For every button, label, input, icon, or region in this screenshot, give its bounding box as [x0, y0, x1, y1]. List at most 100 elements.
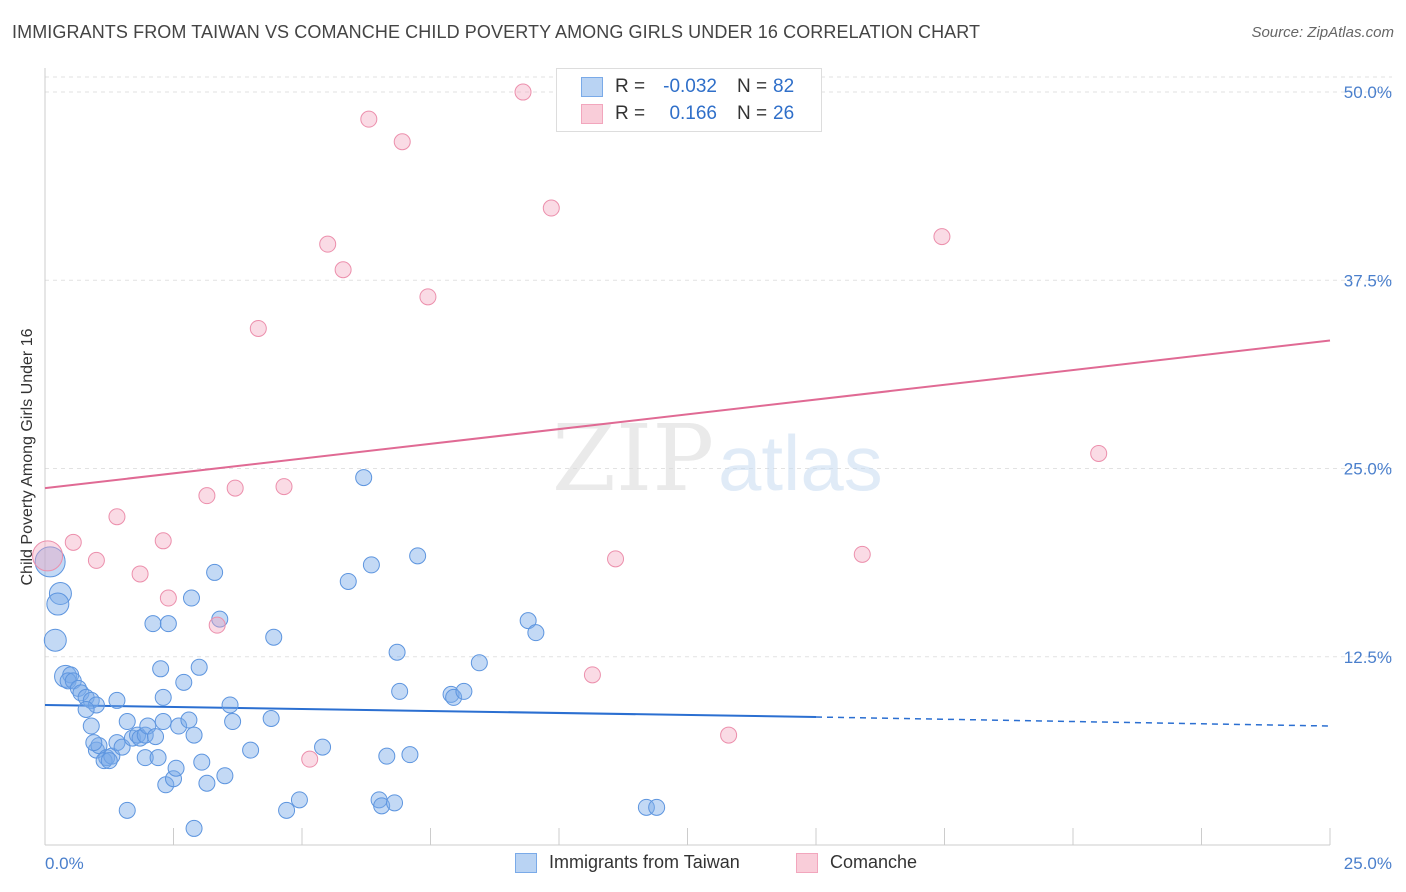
point-comanche — [933, 228, 951, 246]
legend-r-label: R = — [615, 76, 646, 97]
point-taiwan — [378, 747, 396, 765]
point-taiwan — [147, 728, 165, 746]
point-taiwan — [77, 700, 95, 718]
point-comanche — [1090, 444, 1108, 462]
series-swatch-taiwan — [515, 852, 537, 873]
point-comanche — [226, 479, 244, 497]
series-legend: Immigrants from Taiwan Comanche — [0, 852, 1406, 876]
watermark-zip: ZIP — [552, 405, 714, 512]
point-taiwan — [216, 767, 234, 785]
point-comanche — [154, 532, 172, 550]
tick-labels: 12.5% 25.0% 37.5% 50.0% 0.0% 25.0% — [45, 83, 1392, 873]
point-comanche — [208, 616, 226, 634]
point-comanche — [64, 533, 82, 551]
point-taiwan — [85, 734, 103, 752]
point-taiwan — [262, 710, 280, 728]
point-taiwan — [206, 563, 224, 581]
point-taiwan — [221, 696, 239, 714]
point-taiwan — [43, 628, 67, 652]
point-comanche — [419, 288, 437, 306]
point-comanche — [301, 750, 319, 768]
trend-line-taiwan — [44, 703, 817, 718]
point-comanche — [198, 487, 216, 505]
watermark-atlas: atlas — [718, 419, 883, 507]
point-taiwan — [242, 741, 260, 759]
correlation-legend: R = -0.032 N = 82 R = 0.166 N = 26 — [556, 68, 822, 132]
point-comanche — [583, 666, 601, 684]
trend-line-taiwan-extrapolated — [815, 716, 1331, 727]
point-taiwan — [198, 774, 216, 792]
point-taiwan — [470, 654, 488, 672]
point-taiwan — [170, 717, 188, 735]
point-comanche — [159, 589, 177, 607]
point-comanche — [853, 545, 871, 563]
point-taiwan — [154, 713, 172, 731]
point-taiwan — [265, 628, 283, 646]
point-taiwan — [144, 615, 162, 633]
point-taiwan — [118, 713, 136, 731]
legend-r-value: -0.032 — [663, 76, 717, 97]
point-taiwan — [519, 612, 537, 630]
point-comanche — [319, 235, 337, 253]
chart-title: IMMIGRANTS FROM TAIWAN VS COMANCHE CHILD… — [12, 22, 981, 42]
point-taiwan — [82, 717, 100, 735]
point-comanche — [32, 540, 64, 572]
point-taiwan — [355, 469, 373, 487]
point-comanche — [249, 319, 267, 337]
legend-row-comanche: R = 0.166 N = 26 — [581, 101, 794, 127]
trend-line-comanche — [44, 339, 1331, 490]
gridlines — [45, 76, 1392, 658]
point-taiwan — [386, 794, 404, 812]
point-taiwan — [391, 682, 409, 700]
data-points — [32, 83, 1108, 837]
point-taiwan — [193, 753, 211, 771]
point-taiwan — [290, 791, 308, 809]
legend-swatch-taiwan — [581, 77, 603, 97]
y-tick-label: 12.5% — [1344, 648, 1392, 667]
legend-n-label: N = — [737, 103, 768, 124]
x-tick-label: 0.0% — [45, 854, 84, 873]
legend-row-taiwan: R = -0.032 N = 82 — [581, 74, 794, 100]
point-taiwan — [314, 738, 332, 756]
legend-swatch-comanche — [581, 104, 603, 124]
point-comanche — [542, 199, 560, 217]
series-swatch-comanche — [796, 852, 818, 873]
point-taiwan — [82, 691, 100, 709]
watermark: ZIP atlas — [552, 405, 883, 512]
point-taiwan — [224, 713, 242, 731]
point-taiwan — [159, 615, 177, 633]
series-label-comanche: Comanche — [830, 852, 918, 872]
legend-n-value: 82 — [773, 76, 795, 97]
point-taiwan — [455, 682, 473, 700]
point-comanche — [607, 550, 625, 568]
source-label: Source: ZipAtlas.com — [1251, 24, 1394, 41]
point-taiwan — [90, 737, 108, 755]
legend-n-value: 26 — [773, 103, 795, 124]
point-comanche — [334, 261, 352, 279]
point-comanche — [360, 110, 378, 128]
point-taiwan — [185, 819, 203, 837]
point-taiwan — [648, 798, 666, 816]
point-taiwan — [362, 556, 380, 574]
y-tick-label: 50.0% — [1344, 83, 1392, 102]
x-tick-label: 25.0% — [1344, 854, 1392, 873]
series-legend-comanche: Comanche — [796, 852, 917, 873]
y-axis-label: Child Poverty Among Girls Under 16 — [19, 328, 36, 585]
point-taiwan — [180, 711, 198, 729]
point-taiwan — [152, 660, 170, 678]
point-taiwan — [167, 759, 185, 777]
point-taiwan — [175, 673, 193, 691]
point-comanche — [514, 83, 532, 101]
point-taiwan — [154, 688, 172, 706]
point-taiwan — [136, 749, 154, 767]
point-taiwan — [100, 752, 118, 770]
y-tick-label: 25.0% — [1344, 460, 1392, 479]
point-taiwan — [182, 589, 200, 607]
point-taiwan — [185, 726, 203, 744]
y-tick-label: 37.5% — [1344, 271, 1392, 290]
point-comanche — [393, 133, 411, 151]
point-comanche — [275, 478, 293, 496]
point-taiwan — [445, 688, 463, 706]
point-taiwan — [108, 691, 126, 709]
point-taiwan — [339, 572, 357, 590]
